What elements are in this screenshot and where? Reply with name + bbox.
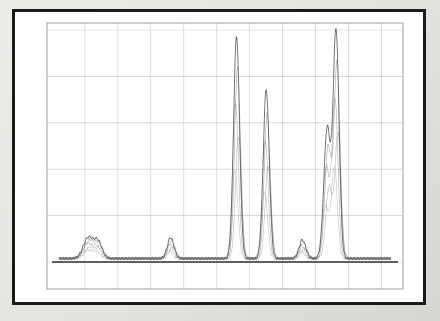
grid — [47, 23, 403, 289]
trace-line — [58, 97, 392, 261]
trace-line — [58, 132, 392, 261]
trace-line — [58, 59, 392, 261]
traces — [58, 27, 392, 261]
trace-line — [58, 167, 392, 261]
trace-line — [58, 27, 392, 261]
plot-border — [46, 22, 404, 290]
